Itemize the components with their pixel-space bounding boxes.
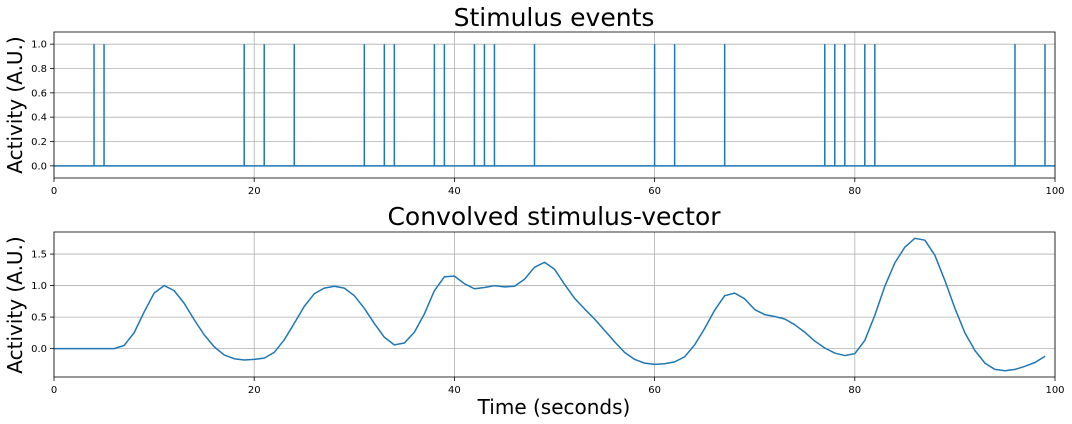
x-ticks: 0 20 40 60 80 100 [51, 178, 1065, 197]
y-tick-label: 1.0 [31, 40, 47, 51]
series-line [54, 237, 1046, 372]
y-tick-label: 0.4 [31, 113, 47, 124]
x-tick-label: 20 [248, 385, 261, 396]
y-axis-label: Activity (A.U.) [3, 236, 27, 373]
chart-title: Stimulus events [454, 3, 655, 32]
x-tick-label: 20 [248, 186, 261, 197]
x-tick-label: 40 [448, 186, 461, 197]
x-tick-label: 60 [648, 385, 661, 396]
stimulus-events-panel: Stimulus events Activity (A.U.) 0 20 40 60 8… [3, 3, 1065, 197]
y-tick-label: 0.8 [31, 64, 47, 75]
x-tick-label: 100 [1045, 385, 1064, 396]
data-line [54, 237, 1046, 372]
x-tick-label: 0 [51, 186, 57, 197]
x-axis-label: Time (seconds) [477, 395, 631, 419]
chart-title: Convolved stimulus-vector [387, 202, 721, 231]
y-tick-label: 0.0 [31, 161, 47, 172]
x-ticks: 0 20 40 60 80 100 [51, 377, 1065, 396]
y-tick-label: 0.6 [31, 88, 47, 99]
y-tick-label: 1.5 [31, 250, 47, 261]
y-tick-label: 0.2 [31, 137, 47, 148]
plot-frame [53, 231, 1056, 378]
x-tick-label: 60 [648, 186, 661, 197]
grid-lines [53, 32, 1056, 178]
grid-lines [53, 232, 1056, 377]
y-tick-label: 1.0 [31, 281, 47, 292]
y-tick-label: 0.5 [31, 313, 47, 324]
y-tick-label: 0.0 [31, 344, 47, 355]
x-tick-label: 80 [848, 186, 861, 197]
x-tick-label: 0 [51, 385, 57, 396]
y-ticks: 0.0 0.5 1.0 1.5 [31, 250, 54, 355]
x-tick-label: 80 [848, 385, 861, 396]
y-axis-label: Activity (A.U.) [3, 36, 27, 173]
x-tick-label: 40 [448, 385, 461, 396]
plot-frame [53, 31, 1056, 179]
stem-lines [54, 44, 1055, 167]
y-ticks: 0.0 0.2 0.4 0.6 0.8 1.0 [31, 40, 54, 172]
convolved-vector-panel: Convolved stimulus-vector Activity (A.U.… [3, 202, 1065, 419]
x-tick-label: 100 [1045, 186, 1064, 197]
